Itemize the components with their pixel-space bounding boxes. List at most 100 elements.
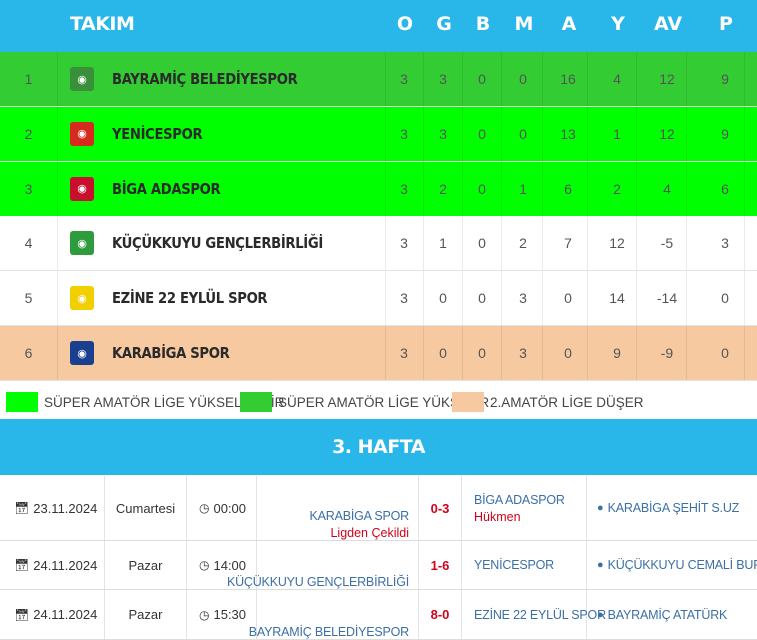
team-cell[interactable]: ◉ EZİNE 22 EYLÜL SPOR <box>58 271 386 326</box>
match-score[interactable]: 1-6 <box>419 541 462 589</box>
calendar-icon: 📅︎ <box>14 607 30 622</box>
stat-av: -5 <box>648 216 687 271</box>
team-cell[interactable]: ◉ YENİCESPOR <box>58 106 386 161</box>
standings-row[interactable]: 2 ◉ YENİCESPOR 3 3 0 0 13 1 12 9 <box>0 106 757 162</box>
map-marker-icon: ● <box>597 608 604 621</box>
rank-cell: 5 <box>0 271 58 326</box>
fixture-row[interactable]: 📅︎ 24.11.2024 Pazar ◷ 15:30 BAYRAMİÇ BELEDİYE… <box>0 590 757 640</box>
stat-o: 3 <box>385 326 424 380</box>
legend-item: 2.AMATÖR LİGE DÜŞER <box>452 391 644 413</box>
team-name[interactable]: EZİNE 22 EYLÜL SPOR <box>112 289 268 308</box>
stat-g: 2 <box>424 161 463 216</box>
stat-p: 3 <box>706 216 745 271</box>
team-cell[interactable]: ◉ BİGA ADASPOR <box>58 161 386 216</box>
venue-link[interactable]: BAYRAMİÇ ATATÜRK <box>607 607 728 622</box>
fixture-date: 📅︎ 23.11.2024 <box>0 476 105 540</box>
stat-g: 0 <box>424 271 463 326</box>
fixture-date: 📅︎ 24.11.2024 <box>0 590 105 639</box>
standings-row[interactable]: 3 ◉ BİGA ADASPOR 3 2 0 1 6 2 4 6 <box>0 161 757 217</box>
stat-m: 3 <box>504 271 543 326</box>
team-name[interactable]: YENİCESPOR <box>112 124 203 143</box>
venue-link[interactable]: KÜÇÜKKUYU CEMALİ BURNAZ <box>607 558 757 572</box>
team-name[interactable]: KÜÇÜKKUYU GENÇLERBİRLİĞİ <box>112 234 323 253</box>
rank-cell: 1 <box>0 52 58 106</box>
venue-cell[interactable]: ●KÜÇÜKKUYU CEMALİ BURNAZ <box>587 541 757 589</box>
header-m: M <box>514 13 534 35</box>
standings-table: TAKIM O G B M A Y AV P 1 ◉ BAYRAMİÇ BELEDİ… <box>0 0 757 381</box>
standings-row[interactable]: 6 ◉ KARABİGA SPOR 3 0 0 3 0 9 -9 0 <box>0 326 757 381</box>
rank-cell: 3 <box>0 161 58 216</box>
stat-p: 9 <box>706 106 745 161</box>
stat-o: 3 <box>385 52 424 106</box>
legend: SÜPER AMATÖR LİGE YÜKSELEBİLİR SÜPER AMA… <box>0 382 757 420</box>
home-team-cell[interactable]: KARABİGA SPOR Ligden Çekildi <box>257 476 419 540</box>
fixture-day: Pazar <box>105 590 187 639</box>
fixture-date: 📅︎ 24.11.2024 <box>0 541 105 589</box>
clock-icon: ◷ <box>199 558 210 572</box>
venue-cell[interactable]: ● BAYRAMİÇ ATATÜRK <box>587 590 757 639</box>
away-team-link[interactable]: EZİNE 22 EYLÜL SPOR <box>474 607 606 622</box>
header-o: O <box>396 13 414 35</box>
away-team-cell[interactable]: EZİNE 22 EYLÜL SPOR <box>462 590 606 639</box>
stat-y: 2 <box>598 161 637 216</box>
team-logo-icon: ◉ <box>70 67 94 91</box>
standings-header: TAKIM O G B M A Y AV P <box>0 0 757 52</box>
stat-o: 3 <box>385 271 424 326</box>
home-team-link[interactable]: KÜÇÜKKUYU GENÇLERBİRLİĞİ <box>226 575 409 589</box>
away-team-cell[interactable]: YENİCESPOR <box>462 541 587 589</box>
home-team-cell[interactable]: BAYRAMİÇ BELEDİYESPOR <box>249 590 419 639</box>
stat-b: 0 <box>463 52 502 106</box>
stat-m: 1 <box>504 161 543 216</box>
legend-label: 2.AMATÖR LİGE DÜŞER <box>490 394 644 410</box>
stat-b: 0 <box>463 326 502 380</box>
team-logo-icon: ◉ <box>70 341 94 365</box>
header-av: AV <box>653 13 683 35</box>
standings-row[interactable]: 4 ◉ KÜÇÜKKUYU GENÇLERBİRLİĞİ 3 1 0 2 7 12 -5 3 <box>0 216 757 272</box>
legend-label: SÜPER AMATÖR LİGE YÜKSELİR <box>278 394 490 410</box>
away-team-link[interactable]: BİGA ADASPOR <box>474 492 565 507</box>
away-team-link[interactable]: YENİCESPOR <box>474 558 554 572</box>
legend-swatch <box>452 392 484 412</box>
date-text: 24.11.2024 <box>33 607 98 622</box>
home-team-link[interactable]: KARABİGA SPOR <box>309 509 409 523</box>
clock-icon: ◷ <box>199 501 210 515</box>
team-cell[interactable]: ◉ BAYRAMİÇ BELEDİYESPOR <box>58 52 386 106</box>
header-g: G <box>436 13 452 35</box>
fixture-day: Pazar <box>105 541 187 589</box>
stat-o: 3 <box>385 216 424 271</box>
standings-row[interactable]: 1 ◉ BAYRAMİÇ BELEDİYESPOR 3 3 0 0 16 4 12 9 <box>0 52 757 107</box>
stat-m: 0 <box>504 106 543 161</box>
team-logo-icon: ◉ <box>70 286 94 311</box>
team-cell[interactable]: ◉ KÜÇÜKKUYU GENÇLERBİRLİĞİ <box>58 216 386 271</box>
stat-o: 3 <box>385 106 424 161</box>
standings-row[interactable]: 5 ◉ EZİNE 22 EYLÜL SPOR 3 0 0 3 0 14 -14 0 <box>0 271 757 327</box>
header-p: P <box>719 13 733 35</box>
stat-b: 0 <box>463 106 502 161</box>
legend-item: SÜPER AMATÖR LİGE YÜKSELİR <box>240 391 489 413</box>
week-title: 3. HAFTA <box>0 419 757 475</box>
team-name[interactable]: BİGA ADASPOR <box>112 179 221 198</box>
stat-av: 12 <box>648 52 687 106</box>
team-name[interactable]: KARABİGA SPOR <box>112 344 230 362</box>
fixture-row[interactable]: 📅︎ 23.11.2024 Cumartesi ◷ 00:00 KARABİGA SPOR… <box>0 476 757 541</box>
fixture-row[interactable]: 📅︎ 24.11.2024 Pazar ◷ 14:00 KÜÇÜKKUYU GENÇLER… <box>0 541 757 590</box>
venue-cell[interactable]: ● KARABİGA ŞEHİT S.UZ <box>587 476 757 540</box>
stat-a: 0 <box>549 326 588 380</box>
rank-cell: 6 <box>0 326 58 380</box>
team-cell[interactable]: ◉ KARABİGA SPOR <box>58 326 386 380</box>
venue-link[interactable]: KARABİGA ŞEHİT S.UZ <box>607 501 740 515</box>
stat-av: 4 <box>648 161 687 216</box>
match-score[interactable]: 8-0 <box>419 590 462 639</box>
stat-a: 7 <box>549 216 588 271</box>
home-team-link[interactable]: BAYRAMİÇ BELEDİYESPOR <box>248 625 409 639</box>
rank-cell: 2 <box>0 106 58 161</box>
date-text: 24.11.2024 <box>33 557 98 573</box>
stat-g: 1 <box>424 216 463 271</box>
team-name[interactable]: BAYRAMİÇ BELEDİYESPOR <box>112 70 298 88</box>
home-team-cell[interactable]: KÜÇÜKKUYU GENÇLERBİRLİĞİ <box>227 541 419 589</box>
header-y: Y <box>611 13 625 35</box>
stat-m: 2 <box>504 216 543 271</box>
match-score[interactable]: 0-3 <box>419 476 462 540</box>
away-team-cell[interactable]: BİGA ADASPOR Hükmen <box>462 476 587 540</box>
time-text: 00:00 <box>213 500 247 516</box>
